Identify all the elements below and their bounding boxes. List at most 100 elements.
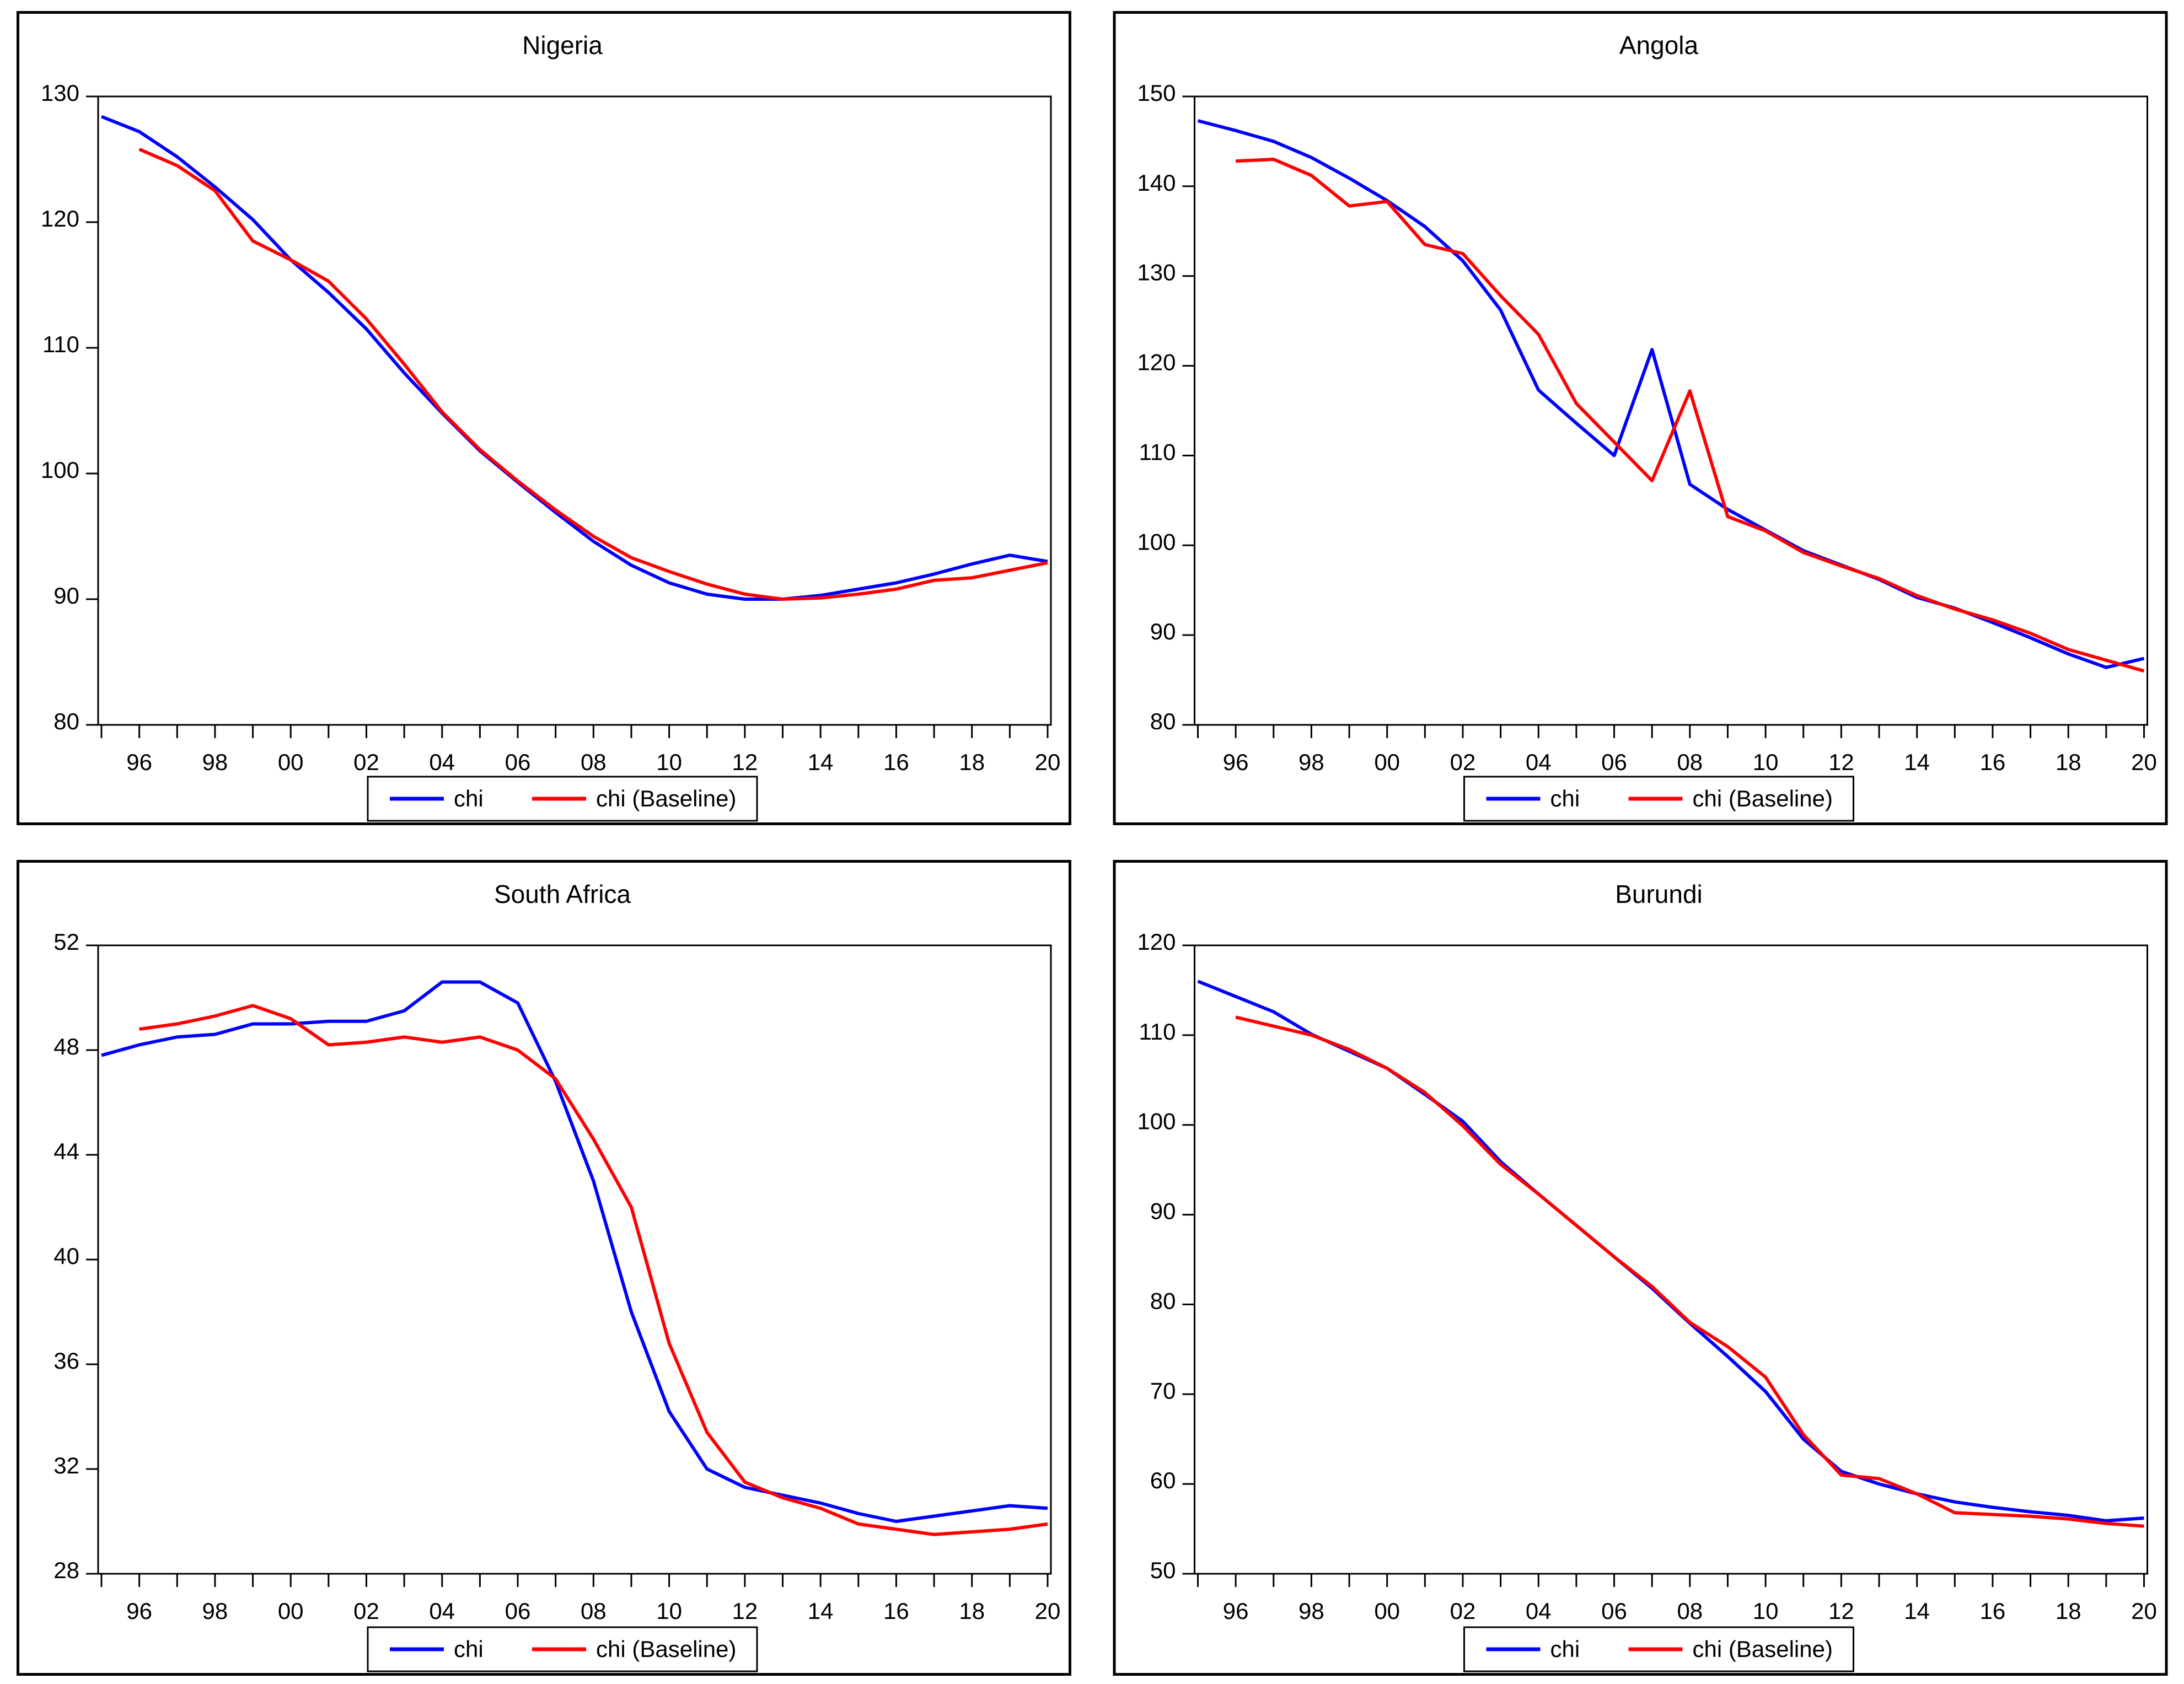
chart-panel-nigeria: Nigeria 80 90 100 110 120 130 96 98 00 02 04 06 08 10 1…: [17, 11, 1071, 825]
x-axis-tick-label: 00: [278, 1598, 304, 1624]
legend-baseline-label: chi (Baseline): [596, 1636, 736, 1662]
x-axis-tick-label: 16: [1980, 749, 2006, 775]
y-axis-tick-label: 80: [1150, 1288, 1176, 1314]
chart-panel-south-africa: South Africa 28 32 36 40 44 48 52 96 98 00 02 04 06 08…: [17, 860, 1071, 1676]
x-axis-tick-label: 06: [505, 1598, 531, 1624]
chi-line: [1197, 980, 2144, 1522]
y-axis-tick-label: 36: [53, 1348, 79, 1374]
panel-border: [17, 860, 1071, 1676]
x-axis-tick-label: 04: [1526, 1598, 1552, 1624]
baseline-line: [1235, 158, 2145, 673]
x-axis-tick-label: 06: [1601, 1598, 1627, 1624]
y-axis-tick-label: 130: [1137, 260, 1176, 286]
x-axis-tick-label: 18: [959, 1598, 985, 1624]
south-africa-line-chart: South Africa 28 32 36 40 44 48 52 96 98 00 02 04 06 08…: [17, 860, 1071, 1676]
x-axis-tick-label: 06: [1601, 749, 1627, 775]
x-axis-tick-label: 06: [505, 749, 531, 775]
plot-area-border: [1194, 95, 2148, 726]
x-axis-tick-label: 12: [732, 1598, 758, 1624]
chi-line: [1197, 119, 2145, 669]
legend-chi-label: chi: [454, 785, 484, 811]
x-axis-tick-label: 14: [808, 749, 834, 775]
legend-baseline-label: chi (Baseline): [1693, 1636, 1833, 1662]
x-axis-tick-label: 96: [1223, 1598, 1249, 1624]
chart-title: Angola: [1619, 31, 1699, 60]
x-axis-tick-label: 10: [656, 749, 682, 775]
x-axis-tick-label: 12: [1828, 1598, 1854, 1624]
x-axis-tick-label: 12: [1828, 749, 1854, 775]
legend-baseline-label: chi (Baseline): [1693, 785, 1833, 811]
burundi-line-chart: Burundi 50 60 70 80 90 100 110 120 96 98 00 02 04 06 08…: [1113, 860, 2168, 1676]
y-axis-tick-label: 100: [1137, 1109, 1176, 1134]
y-axis-tick-label: 130: [41, 80, 79, 106]
baseline-line: [1235, 1015, 2144, 1528]
chi-line: [100, 115, 1048, 601]
x-axis-tick-label: 10: [1753, 1598, 1779, 1624]
legend-baseline-label: chi (Baseline): [596, 785, 736, 811]
x-axis-tick-label: 08: [1677, 749, 1703, 775]
x-axis-tick-label: 02: [1450, 749, 1476, 775]
x-axis-tick-label: 20: [2131, 749, 2157, 775]
y-axis-tick-label: 28: [53, 1557, 79, 1583]
chi-line: [101, 980, 1048, 1523]
x-axis-tick-label: 98: [202, 1598, 228, 1624]
x-axis-tick-label: 96: [126, 749, 152, 775]
chart-panel-angola: Angola 80 90 100 110 120 130 140 150 96 98 00 02 04 06…: [1113, 11, 2168, 825]
y-axis-tick-label: 52: [53, 929, 79, 955]
y-axis-tick-label: 110: [1139, 439, 1176, 465]
x-axis-tick-label: 02: [1450, 1598, 1476, 1624]
x-axis-tick-label: 98: [1298, 749, 1324, 775]
y-axis-tick-label: 110: [42, 331, 79, 357]
legend-chi-label: chi: [454, 1636, 484, 1662]
x-axis-tick-label: 02: [353, 1598, 379, 1624]
nigeria-line-chart: Nigeria 80 90 100 110 120 130 96 98 00 02 04 06 08 10 1…: [17, 11, 1071, 825]
panel-border: [17, 11, 1071, 825]
x-axis-tick-label: 98: [1298, 1598, 1324, 1624]
y-axis-tick-label: 120: [41, 206, 79, 232]
plot-area-border: [97, 95, 1052, 726]
y-axis-tick-label: 48: [53, 1034, 79, 1059]
y-axis-tick-label: 90: [1150, 618, 1176, 644]
y-axis-tick-label: 32: [53, 1452, 79, 1478]
chart-title: South Africa: [494, 880, 631, 908]
x-axis-tick-label: 12: [732, 749, 758, 775]
y-axis-tick-label: 44: [53, 1138, 79, 1164]
baseline-line: [138, 148, 1048, 601]
plot-area-border: [1194, 944, 2148, 1575]
y-axis-tick-label: 120: [1137, 349, 1176, 375]
y-axis-tick-label: 90: [1150, 1198, 1176, 1224]
y-axis-tick-label: 80: [53, 708, 79, 734]
chart-title: Nigeria: [522, 31, 603, 60]
y-axis-tick-label: 150: [1137, 80, 1176, 106]
y-axis-tick-label: 50: [1150, 1557, 1176, 1583]
legend-chi-label: chi: [1550, 785, 1580, 811]
x-axis-tick-label: 20: [2131, 1598, 2157, 1624]
x-axis-tick-label: 10: [656, 1598, 682, 1624]
x-axis-tick-label: 96: [126, 1598, 152, 1624]
y-axis-tick-label: 100: [41, 457, 79, 483]
y-axis-tick-label: 90: [53, 583, 79, 609]
x-axis-tick-label: 18: [959, 749, 985, 775]
x-axis-tick-label: 20: [1035, 1598, 1061, 1624]
legend-chi-label: chi: [1550, 1636, 1580, 1662]
chart-title: Burundi: [1615, 880, 1703, 908]
x-axis-tick-label: 04: [1526, 749, 1552, 775]
x-axis-tick-label: 08: [581, 1598, 607, 1624]
x-axis-tick-label: 16: [883, 749, 909, 775]
panel-border: [1113, 860, 2168, 1676]
plot-area-border: [97, 944, 1052, 1575]
y-axis-tick-label: 110: [1139, 1019, 1176, 1045]
x-axis-tick-label: 04: [429, 1598, 455, 1624]
x-axis-tick-label: 18: [2056, 749, 2081, 775]
y-axis-tick-label: 80: [1150, 708, 1176, 734]
y-axis-tick-label: 40: [53, 1243, 79, 1269]
x-axis-tick-label: 20: [1035, 749, 1061, 775]
x-axis-tick-label: 02: [353, 749, 379, 775]
x-axis-tick-label: 00: [278, 749, 304, 775]
x-axis-tick-label: 04: [429, 749, 455, 775]
x-axis-tick-label: 08: [581, 749, 607, 775]
panel-border: [1113, 11, 2168, 825]
x-axis-tick-label: 14: [1904, 749, 1930, 775]
y-axis-tick-label: 100: [1137, 529, 1176, 555]
